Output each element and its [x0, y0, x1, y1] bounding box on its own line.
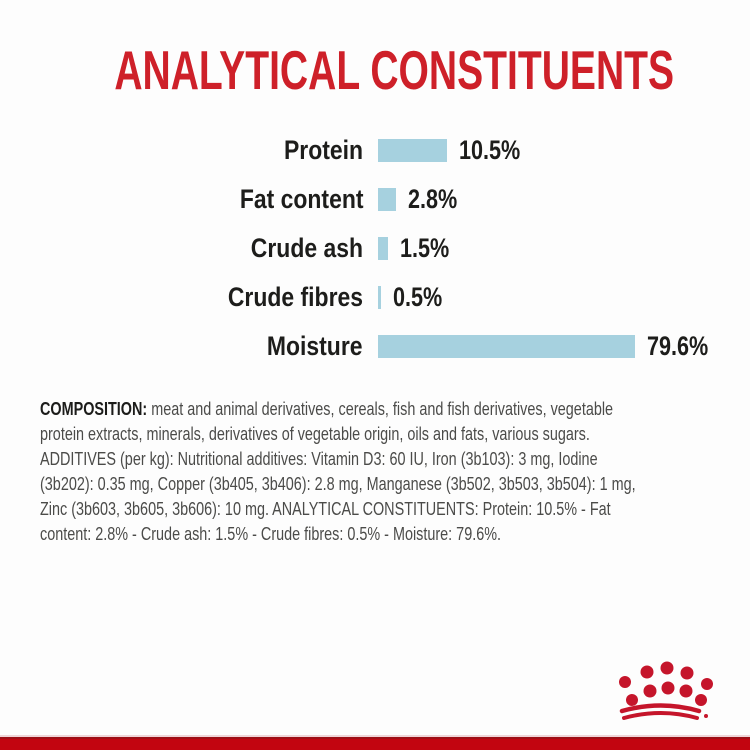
analytical-constituents-chart: Protein 10.5% Fat content 2.8% Crude ash 1.5%…	[0, 126, 750, 371]
composition-heading: COMPOSITION:	[40, 399, 148, 419]
composition-line: ADDITIVES (per kg): Nutritional additive…	[40, 449, 598, 469]
composition-line-text: meat and animal derivatives, cereals, fi…	[147, 399, 614, 419]
royal-canin-crown-logo	[619, 661, 713, 720]
composition-text: COMPOSITION: meat and animal derivatives…	[40, 397, 636, 547]
bar-value: 10.5%	[459, 135, 521, 165]
composition-line: COMPOSITION: meat and animal derivatives…	[40, 397, 636, 422]
bar	[378, 335, 635, 358]
chart-row: Moisture 79.6%	[0, 322, 750, 371]
bar-value: 79.6%	[647, 331, 709, 361]
bar-value: 2.8%	[408, 184, 458, 214]
bar-label-cell: Protein	[0, 135, 363, 166]
chart-row: Protein 10.5%	[0, 126, 750, 175]
bar-value: 1.5%	[399, 233, 450, 263]
bar	[378, 139, 448, 162]
bar-label: Moisture	[267, 331, 363, 361]
bar-label: Protein	[283, 135, 363, 165]
chart-row: Crude fibres 0.5%	[0, 273, 750, 322]
page-title: ANALYTICAL CONSTITUENTS	[0, 43, 750, 98]
chart-row: Crude ash 1.5%	[0, 224, 750, 273]
bar-label: Crude fibres	[227, 282, 363, 312]
bar-label: Crude ash	[250, 233, 363, 263]
composition-line: (3b202): 0.35 mg, Copper (3b405, 3b406):…	[40, 474, 636, 494]
chart-row: Fat content 2.8%	[0, 175, 750, 224]
bar	[378, 237, 388, 260]
bar-label-cell: Crude fibres	[0, 282, 363, 313]
bottom-red-bar	[0, 737, 750, 750]
composition-line: Zinc (3b603, 3b605, 3b606): 10 mg. ANALY…	[40, 499, 611, 519]
composition-line: protein extracts, minerals, derivatives …	[40, 424, 590, 444]
bar-label-cell: Fat content	[0, 184, 363, 215]
bar-label-cell: Crude ash	[0, 233, 363, 264]
bar-label: Fat content	[239, 184, 363, 214]
composition-line: content: 2.8% - Crude ash: 1.5% - Crude …	[40, 524, 502, 544]
bar-label-cell: Moisture	[0, 331, 363, 362]
bottom-accent-line	[0, 735, 750, 737]
bar-value: 0.5%	[393, 282, 443, 312]
registered-mark-icon	[704, 714, 708, 718]
bar	[378, 188, 397, 211]
page-title-text: ANALYTICAL CONSTITUENTS	[114, 39, 675, 101]
bar	[378, 286, 382, 309]
